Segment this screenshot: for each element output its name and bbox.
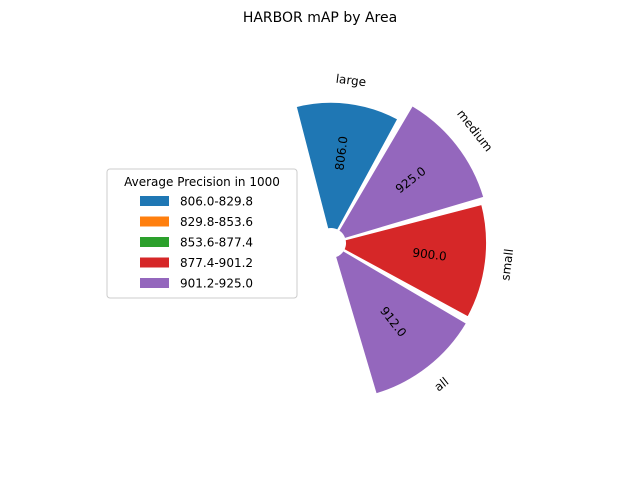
- category-label-small: small: [498, 248, 516, 281]
- legend: Average Precision in 1000 806.0-829.8 829…: [106, 168, 298, 299]
- legend-label: 829.8-853.6: [180, 215, 253, 229]
- value-label-small: 900.0: [412, 246, 448, 264]
- legend-label: 806.0-829.8: [180, 195, 253, 209]
- legend-title: Average Precision in 1000: [124, 175, 280, 189]
- legend-label: 877.4-901.2: [180, 256, 253, 270]
- legend-swatch: [140, 196, 169, 206]
- legend-label: 901.2-925.0: [180, 277, 253, 291]
- polar-bars: [294, 100, 489, 396]
- legend-label: 853.6-877.4: [180, 236, 253, 250]
- legend-swatch: [140, 237, 169, 247]
- legend-swatch: [140, 216, 169, 227]
- legend-swatch: [140, 257, 169, 268]
- category-label-large: large: [335, 72, 367, 90]
- value-label-large: 806.0: [332, 135, 350, 171]
- category-label-all: all: [432, 375, 452, 395]
- chart-title: HARBOR mAP by Area: [243, 10, 397, 26]
- legend-swatch: [140, 278, 169, 288]
- center-hole: [317, 229, 345, 257]
